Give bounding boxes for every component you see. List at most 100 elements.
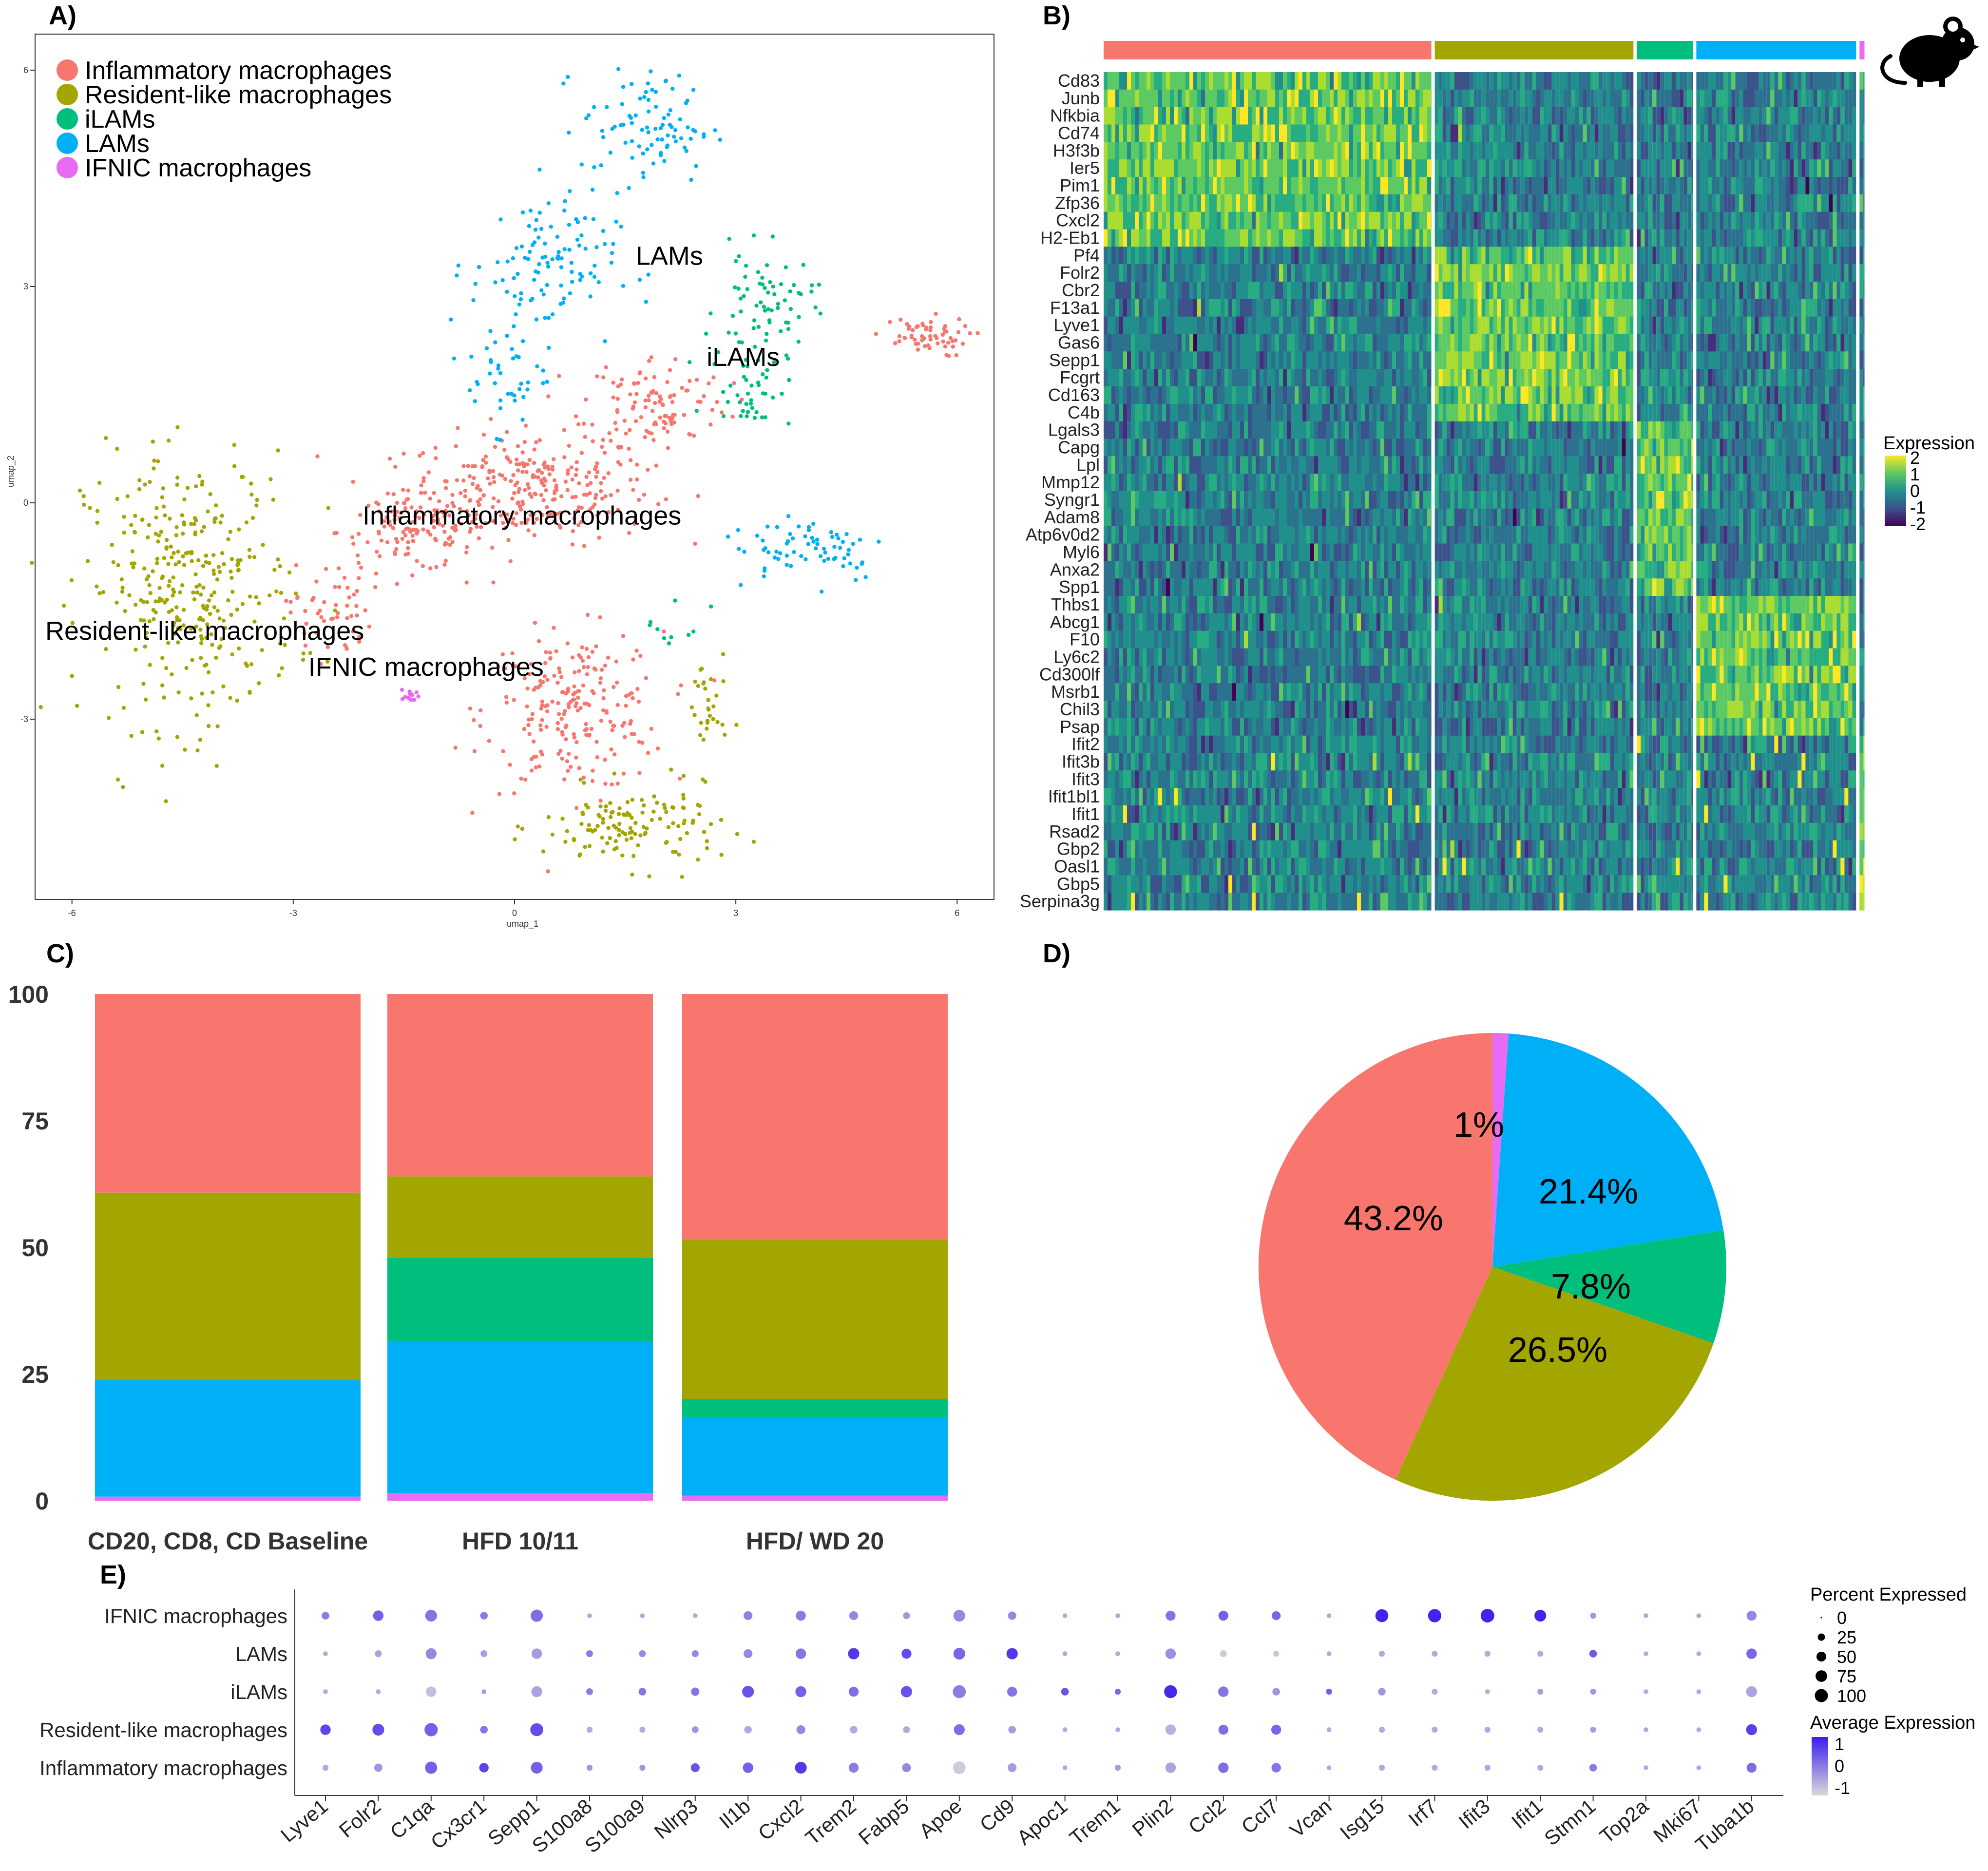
umap-point-inflammatory-macrophages <box>566 768 570 773</box>
umap-point-inflammatory-macrophages <box>590 779 595 783</box>
heatmap-cell <box>1555 107 1560 125</box>
heatmap-cell <box>1361 72 1365 90</box>
umap-point-resident-like-macrophages <box>244 661 248 666</box>
heatmap-cell <box>1322 211 1326 230</box>
heatmap-cell <box>1797 124 1802 142</box>
heatmap-cell <box>1147 89 1150 108</box>
umap-point-lams <box>854 577 858 582</box>
heatmap-cell <box>1731 142 1736 160</box>
umap-point-inflammatory-macrophages <box>622 419 627 423</box>
heatmap-cell <box>1848 124 1853 142</box>
umap-point-inflammatory-macrophages <box>294 563 299 568</box>
umap-point-inflammatory-macrophages <box>906 326 911 331</box>
umap-point-inflammatory-macrophages <box>615 703 620 707</box>
heatmap-cell <box>1840 247 1845 265</box>
heatmap-cell <box>1622 89 1626 108</box>
heatmap-cell <box>1708 211 1712 230</box>
heatmap-cell <box>1228 142 1232 160</box>
umap-point-inflammatory-macrophages <box>627 446 631 451</box>
heatmap-cell <box>1408 316 1412 335</box>
heatmap-cell <box>1778 194 1782 212</box>
heatmap-cell <box>1708 264 1712 282</box>
heatmap-cell <box>1178 282 1182 300</box>
heatmap-cell <box>1520 177 1525 195</box>
umap-point-inflammatory-macrophages <box>419 483 423 488</box>
umap-point-lams <box>534 218 539 222</box>
heatmap-cell <box>1174 194 1178 212</box>
heatmap-cell <box>1135 299 1139 317</box>
umap-point-inflammatory-macrophages <box>510 496 515 501</box>
heatmap-cell <box>1782 124 1786 142</box>
umap-point-inflammatory-macrophages <box>644 429 649 433</box>
heatmap-cell <box>1687 177 1692 195</box>
heatmap-cell <box>1353 316 1357 335</box>
heatmap-cell <box>1201 177 1205 195</box>
umap-point-lams <box>789 564 793 568</box>
heatmap-cell <box>1672 247 1676 265</box>
umap-point-lams <box>679 136 684 141</box>
heatmap-cell <box>1833 247 1837 265</box>
heatmap-cell <box>1805 72 1810 90</box>
heatmap-cell <box>1731 211 1736 230</box>
heatmap-cell <box>1275 229 1279 247</box>
heatmap-cell <box>1143 142 1147 160</box>
umap-point-resident-like-macrophages <box>257 601 261 606</box>
heatmap-cell <box>1501 229 1505 247</box>
heatmap-cell <box>1656 264 1661 282</box>
heatmap-cell <box>1497 334 1501 352</box>
heatmap-cell <box>1637 194 1641 212</box>
heatmap-cell <box>1644 142 1649 160</box>
umap-point-inflammatory-macrophages <box>651 389 655 393</box>
umap-point-inflammatory-macrophages <box>658 415 663 420</box>
heatmap-cell <box>1287 124 1291 142</box>
heatmap-cell <box>1295 229 1299 247</box>
umap-point-resident-like-macrophages <box>115 777 120 782</box>
umap-point-ilams <box>756 358 761 363</box>
heatmap-cell <box>1801 159 1806 177</box>
heatmap-cell <box>1119 194 1123 212</box>
umap-point-inflammatory-macrophages <box>450 501 455 505</box>
heatmap-cell <box>1209 351 1213 369</box>
heatmap-cell <box>1384 89 1388 108</box>
heatmap-cell <box>1446 211 1451 230</box>
heatmap-cell <box>1544 89 1548 108</box>
umap-point-inflammatory-macrophages <box>613 420 618 425</box>
heatmap-cell <box>1809 282 1814 300</box>
umap-point-inflammatory-macrophages <box>314 630 318 635</box>
umap-point-lams <box>682 145 687 150</box>
heatmap-cell <box>1271 159 1275 177</box>
heatmap-cell <box>1606 124 1610 142</box>
heatmap-cell <box>1326 72 1330 90</box>
heatmap-cell <box>1454 316 1458 335</box>
umap-xlabel: umap_1 <box>507 919 538 929</box>
heatmap-cell <box>1111 351 1115 369</box>
heatmap-cell <box>1115 229 1119 247</box>
heatmap-cell <box>1540 299 1544 317</box>
umap-point-resident-like-macrophages <box>282 616 287 621</box>
heatmap-cell <box>1700 72 1704 90</box>
umap-point-inflammatory-macrophages <box>284 598 288 603</box>
heatmap-cell <box>1404 72 1408 90</box>
heatmap-cell <box>1524 142 1529 160</box>
heatmap-cell <box>1384 247 1388 265</box>
heatmap-cell <box>1622 299 1626 317</box>
heatmap-cell <box>1664 334 1668 352</box>
heatmap-cell <box>1759 159 1763 177</box>
heatmap-cell <box>1442 211 1447 230</box>
heatmap-cell <box>1594 211 1599 230</box>
heatmap-cell <box>1747 124 1751 142</box>
heatmap-cell <box>1330 264 1334 282</box>
umap-point-lams <box>469 354 474 359</box>
heatmap-cell <box>1295 124 1299 142</box>
heatmap-cell <box>1817 89 1821 108</box>
heatmap-cell <box>1213 142 1217 160</box>
heatmap-cell <box>1217 334 1221 352</box>
heatmap-cell <box>1345 177 1349 195</box>
heatmap-cell <box>1833 211 1837 230</box>
heatmap-cell <box>1536 89 1540 108</box>
heatmap-cell <box>1852 316 1856 335</box>
heatmap-cell <box>1786 194 1790 212</box>
umap-point-resident-like-macrophages <box>217 570 222 574</box>
heatmap-cell <box>1236 264 1240 282</box>
umap-point-lams <box>702 132 706 136</box>
